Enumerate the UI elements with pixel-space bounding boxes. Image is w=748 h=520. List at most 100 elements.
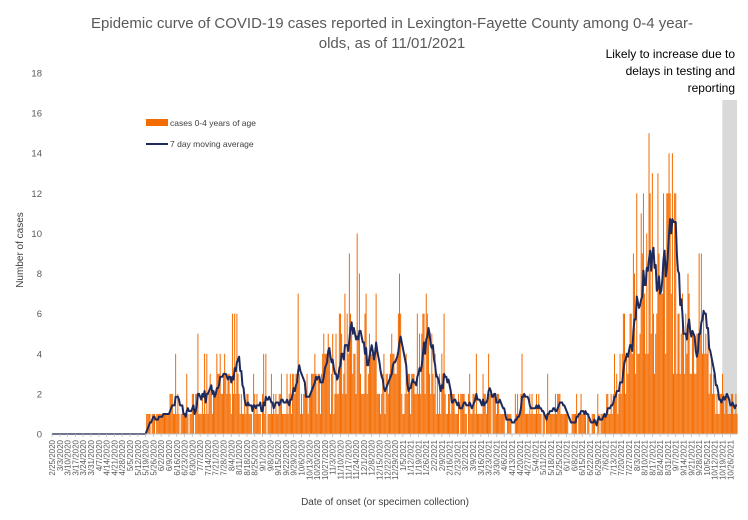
daily-case-bar	[181, 413, 183, 434]
daily-case-bar	[683, 333, 685, 434]
daily-case-bar	[625, 393, 627, 434]
daily-case-bar	[326, 353, 328, 434]
daily-case-bar	[255, 413, 257, 434]
daily-case-bar	[329, 413, 331, 434]
daily-case-bar	[463, 393, 465, 434]
daily-case-bar	[444, 393, 446, 434]
daily-case-bar	[499, 413, 501, 434]
daily-case-bar	[292, 373, 294, 434]
x-tick-label: 8/3/2021	[633, 439, 642, 471]
daily-case-bar	[605, 413, 607, 434]
daily-case-bar	[210, 393, 212, 434]
daily-case-bar	[656, 313, 658, 434]
daily-case-bar	[411, 373, 413, 434]
x-tick-label: 6/29/2021	[594, 439, 603, 475]
daily-case-bar	[676, 373, 678, 434]
daily-case-bar	[678, 313, 680, 434]
daily-case-bar	[231, 313, 233, 434]
daily-case-bar	[239, 413, 241, 434]
daily-case-bar	[630, 313, 632, 434]
x-tick-label: 8/24/2021	[656, 439, 665, 475]
x-tick-label: 4/28/2020	[118, 439, 127, 475]
daily-case-bar	[487, 393, 488, 434]
daily-case-bar	[339, 313, 341, 434]
daily-case-bar	[254, 393, 256, 434]
daily-case-bar	[618, 393, 620, 434]
daily-case-bar	[245, 413, 247, 434]
daily-case-bar	[719, 393, 721, 434]
legend-label-moving-average: 7 day moving average	[170, 139, 254, 149]
daily-case-bar	[243, 413, 245, 434]
daily-case-bar	[685, 313, 687, 434]
x-tick-label: 6/22/2021	[586, 439, 595, 475]
daily-case-bar	[362, 393, 364, 434]
daily-case-bar	[265, 353, 267, 434]
daily-case-bar	[675, 193, 677, 434]
daily-case-bar	[410, 413, 412, 434]
daily-case-bar	[634, 273, 636, 434]
daily-case-bar	[319, 413, 321, 434]
daily-case-bar	[283, 413, 285, 434]
daily-case-bar	[159, 413, 161, 434]
daily-case-bar	[205, 413, 207, 434]
daily-case-bar	[386, 373, 388, 434]
daily-case-bar	[287, 413, 289, 434]
daily-case-bar	[361, 393, 363, 434]
daily-case-bar	[493, 393, 495, 434]
daily-case-bar	[328, 353, 330, 434]
x-tick-label: 8/17/2021	[648, 439, 657, 475]
daily-case-bar	[318, 373, 320, 434]
daily-case-bar	[364, 313, 366, 434]
daily-case-bar	[424, 393, 426, 434]
daily-case-bar	[655, 333, 657, 434]
daily-case-bar	[572, 413, 574, 434]
x-tick-label: 12/8/2020	[368, 439, 377, 475]
daily-case-bar	[717, 413, 719, 434]
x-tick-label: 12/22/2020	[383, 439, 392, 480]
daily-case-bar	[666, 193, 668, 434]
y-tick-label: 18	[31, 69, 42, 80]
daily-case-bar	[343, 373, 345, 434]
daily-case-bar	[216, 353, 218, 434]
daily-case-bar	[430, 393, 432, 434]
daily-case-bar	[603, 413, 605, 434]
x-tick-label: 5/12/2020	[134, 439, 143, 475]
daily-case-bar	[567, 413, 569, 434]
x-tick-label: 10/12/2021	[711, 439, 720, 480]
daily-case-bar	[581, 413, 583, 434]
x-tick-label: 8/10/2021	[641, 439, 650, 475]
daily-case-bar	[417, 393, 419, 434]
daily-case-bar	[529, 393, 531, 434]
daily-case-bar	[585, 413, 587, 434]
x-tick-label: 9/22/2020	[282, 439, 291, 475]
daily-case-bar	[715, 413, 717, 434]
daily-case-bar	[284, 413, 286, 434]
daily-case-bar	[662, 193, 664, 434]
daily-case-bar	[240, 393, 242, 434]
daily-case-bar	[399, 273, 401, 434]
x-tick-label: 2/16/2021	[446, 439, 455, 475]
daily-case-bar	[263, 353, 265, 434]
daily-case-bar	[690, 373, 692, 434]
daily-case-bar	[726, 393, 728, 434]
daily-case-bar	[723, 393, 725, 434]
daily-case-bar	[373, 353, 375, 434]
daily-case-bar	[448, 393, 450, 434]
daily-case-bar	[471, 413, 473, 434]
daily-case-bar	[187, 413, 189, 434]
daily-case-bar	[305, 393, 307, 434]
daily-case-bar	[473, 393, 475, 434]
daily-case-bar	[451, 393, 453, 434]
daily-case-bar	[374, 353, 376, 434]
daily-case-bar	[557, 393, 559, 434]
daily-case-bar	[406, 393, 408, 434]
daily-case-bar	[341, 333, 343, 434]
daily-case-bar	[207, 413, 209, 434]
daily-case-bar	[170, 393, 172, 434]
daily-case-bar	[524, 413, 526, 434]
daily-case-bar	[425, 293, 427, 434]
daily-case-bar	[367, 373, 369, 434]
daily-case-bar	[533, 413, 535, 434]
daily-case-bar	[483, 393, 485, 434]
daily-case-bar	[393, 353, 395, 434]
